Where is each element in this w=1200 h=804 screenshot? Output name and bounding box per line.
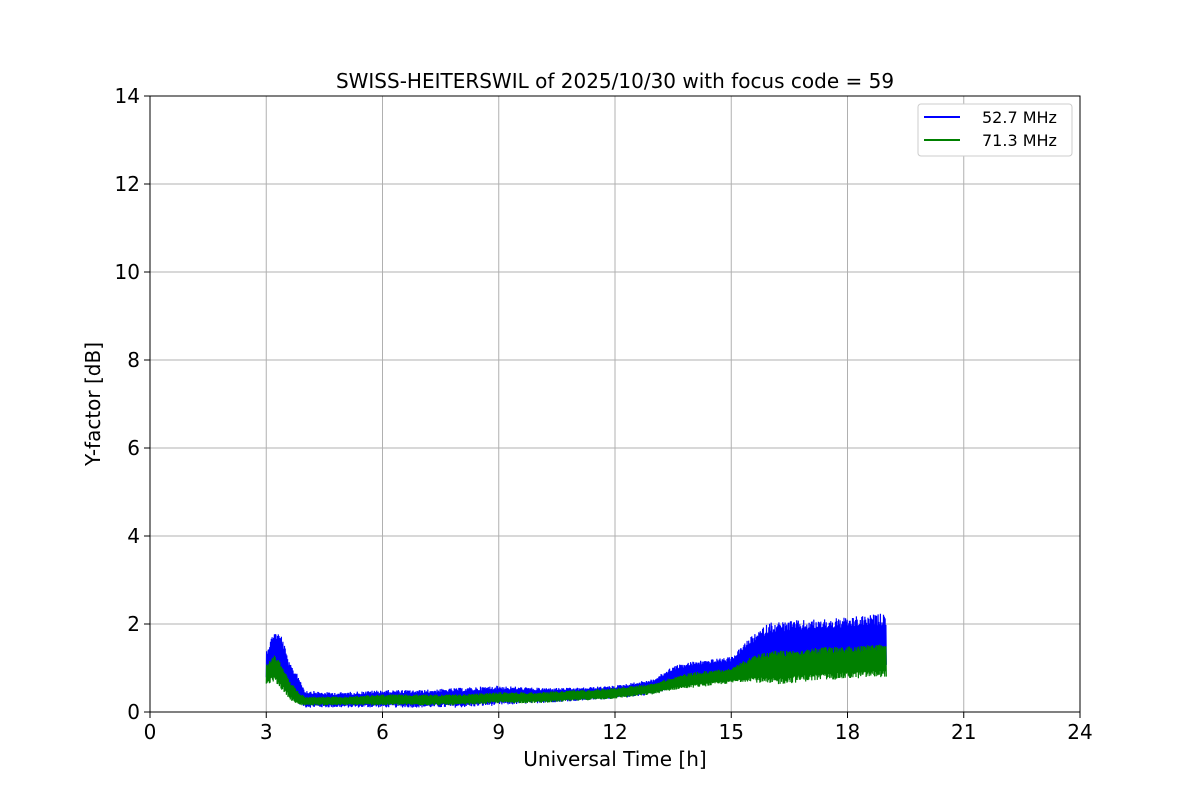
x-tick-label: 18 xyxy=(835,720,860,744)
y-tick-label: 10 xyxy=(115,260,140,284)
legend-label-52-7-mhz: 52.7 MHz xyxy=(982,108,1057,127)
series-layer xyxy=(265,613,887,708)
y-tick-label: 0 xyxy=(127,700,140,724)
x-axis-label: Universal Time [h] xyxy=(523,747,706,771)
x-tick-label: 9 xyxy=(492,720,505,744)
y-tick-label: 6 xyxy=(127,436,140,460)
y-axis-label: Y-factor [dB] xyxy=(81,342,105,467)
legend-label-71-3-mhz: 71.3 MHz xyxy=(982,131,1057,150)
x-tick-label: 3 xyxy=(260,720,273,744)
chart-title: SWISS-HEITERSWIL of 2025/10/30 with focu… xyxy=(336,69,894,93)
x-tick-label: 0 xyxy=(144,720,157,744)
y-tick-label: 4 xyxy=(127,524,140,548)
x-tick-label: 12 xyxy=(602,720,627,744)
legend: 52.7 MHz 71.3 MHz xyxy=(917,103,1073,157)
y-tick-label: 12 xyxy=(115,172,140,196)
x-tick-label: 21 xyxy=(951,720,976,744)
y-tick-label: 14 xyxy=(115,84,140,108)
x-tick-label: 6 xyxy=(376,720,389,744)
series-line-71-3-mhz xyxy=(265,644,887,706)
y-tick-label: 8 xyxy=(127,348,140,372)
x-tick-label: 15 xyxy=(719,720,744,744)
y-tick-label: 2 xyxy=(127,612,140,636)
x-tick-label: 24 xyxy=(1067,720,1092,744)
